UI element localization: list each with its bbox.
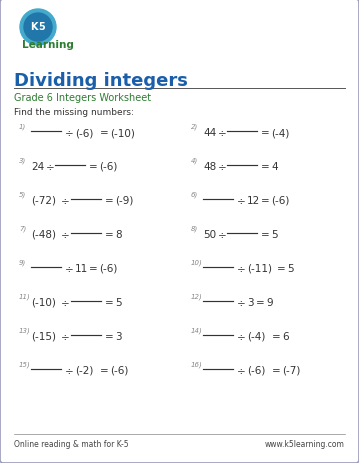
Text: =: =: [89, 162, 98, 172]
Text: (-48): (-48): [31, 230, 56, 239]
Text: 24: 24: [31, 162, 44, 172]
Text: www.k5learning.com: www.k5learning.com: [265, 439, 345, 448]
Text: ÷: ÷: [218, 162, 226, 172]
Text: 5): 5): [19, 192, 26, 198]
Text: ÷: ÷: [218, 230, 226, 239]
Text: Online reading & math for K-5: Online reading & math for K-5: [14, 439, 129, 448]
Text: =: =: [272, 332, 280, 341]
Text: (-4): (-4): [247, 332, 265, 341]
Text: Grade 6 Integers Worksheet: Grade 6 Integers Worksheet: [14, 93, 151, 103]
Text: =: =: [100, 128, 108, 138]
Text: 11): 11): [19, 294, 31, 300]
Text: ÷: ÷: [237, 332, 246, 341]
Text: ÷: ÷: [61, 332, 70, 341]
Text: 11: 11: [75, 263, 88, 274]
Text: (-6): (-6): [99, 263, 118, 274]
Text: 48: 48: [203, 162, 216, 172]
Text: 13): 13): [19, 327, 31, 334]
Text: (-15): (-15): [31, 332, 56, 341]
Text: 6): 6): [191, 192, 198, 198]
Text: =: =: [272, 365, 280, 375]
Text: 12: 12: [247, 195, 260, 206]
Text: 7): 7): [19, 225, 26, 232]
Text: Learning: Learning: [22, 40, 74, 50]
Text: (-6): (-6): [75, 128, 93, 138]
Text: ÷: ÷: [65, 128, 74, 138]
Text: ÷: ÷: [218, 128, 226, 138]
Text: =: =: [256, 297, 265, 307]
Text: (-4): (-4): [271, 128, 290, 138]
Text: 5: 5: [39, 22, 45, 32]
Text: =: =: [261, 230, 270, 239]
Text: Find the missing numbers:: Find the missing numbers:: [14, 108, 134, 117]
Text: =: =: [100, 365, 108, 375]
Text: 9: 9: [266, 297, 273, 307]
Text: 14): 14): [191, 327, 203, 334]
Text: 12): 12): [191, 294, 203, 300]
Text: =: =: [89, 263, 98, 274]
Text: ÷: ÷: [61, 297, 70, 307]
Text: =: =: [105, 332, 114, 341]
Text: 3: 3: [247, 297, 253, 307]
Text: (-7): (-7): [282, 365, 300, 375]
Text: 5: 5: [271, 230, 278, 239]
Text: ÷: ÷: [237, 263, 246, 274]
Text: ÷: ÷: [65, 365, 74, 375]
Text: 9): 9): [19, 259, 26, 266]
Text: =: =: [105, 297, 114, 307]
Text: =: =: [105, 195, 114, 206]
Text: 50: 50: [203, 230, 216, 239]
Text: ÷: ÷: [61, 195, 70, 206]
Text: (-6): (-6): [247, 365, 265, 375]
Text: ÷: ÷: [45, 162, 54, 172]
Text: (-10): (-10): [31, 297, 56, 307]
Text: 6: 6: [282, 332, 288, 341]
Text: ÷: ÷: [65, 263, 74, 274]
Text: 15): 15): [19, 361, 31, 368]
Text: 44: 44: [203, 128, 216, 138]
Text: Dividing integers: Dividing integers: [14, 72, 188, 90]
Text: (-10): (-10): [110, 128, 135, 138]
Text: (-6): (-6): [99, 162, 118, 172]
Text: 3: 3: [115, 332, 122, 341]
Text: 1): 1): [19, 124, 26, 130]
Text: 8: 8: [115, 230, 122, 239]
Text: 4): 4): [191, 158, 198, 164]
Text: 8): 8): [191, 225, 198, 232]
Text: 16): 16): [191, 361, 203, 368]
Text: 5: 5: [115, 297, 122, 307]
Text: 4: 4: [271, 162, 278, 172]
Text: ÷: ÷: [61, 230, 70, 239]
Text: 5: 5: [287, 263, 294, 274]
Text: 3): 3): [19, 158, 26, 164]
Text: 2): 2): [191, 124, 198, 130]
Text: =: =: [277, 263, 286, 274]
Text: ÷: ÷: [237, 365, 246, 375]
Text: =: =: [261, 162, 270, 172]
Text: K: K: [30, 22, 38, 32]
Text: (-2): (-2): [75, 365, 93, 375]
Text: (-11): (-11): [247, 263, 272, 274]
Text: (-72): (-72): [31, 195, 56, 206]
Circle shape: [24, 14, 52, 42]
Circle shape: [20, 10, 56, 46]
Text: ÷: ÷: [237, 195, 246, 206]
Text: (-9): (-9): [115, 195, 134, 206]
Text: (-6): (-6): [110, 365, 128, 375]
Text: ÷: ÷: [237, 297, 246, 307]
Text: (-6): (-6): [271, 195, 290, 206]
Text: =: =: [261, 195, 270, 206]
Text: =: =: [105, 230, 114, 239]
Text: 10): 10): [191, 259, 203, 266]
Text: =: =: [261, 128, 270, 138]
